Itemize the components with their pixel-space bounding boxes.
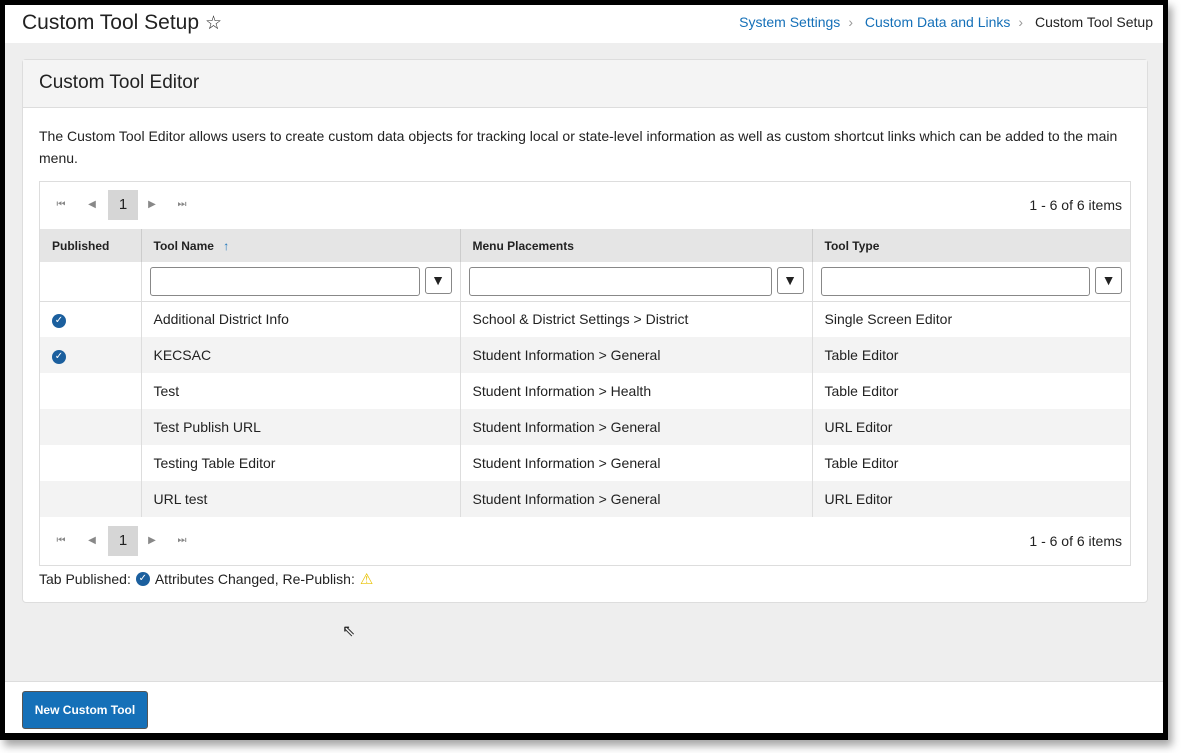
card-description: The Custom Tool Editor allows users to c… xyxy=(39,128,1118,166)
custom-tool-editor-card: Custom Tool Editor The Custom Tool Edito… xyxy=(22,59,1148,603)
breadcrumb-current: Custom Tool Setup xyxy=(1034,14,1153,30)
menu-placement-cell: School & District Settings > District xyxy=(460,301,813,337)
menu-filter-input[interactable] xyxy=(468,266,772,296)
published-cell xyxy=(40,373,142,409)
breadcrumb: System Settings › Custom Data and Links › … xyxy=(739,14,1153,30)
warning-icon: ⚠ xyxy=(359,571,374,588)
mouse-cursor-icon: ⇖ xyxy=(342,623,356,640)
table-row[interactable]: Test Student Information > Health Table … xyxy=(40,373,1130,409)
published-check-icon: ✓ xyxy=(135,572,150,586)
published-cell: ✓ xyxy=(40,301,142,337)
prev-page-icon[interactable]: ◀ xyxy=(88,535,96,546)
table-row[interactable]: ✓ Additional District Info School & Dist… xyxy=(40,301,1130,337)
tool-name-cell[interactable]: KECSAC xyxy=(141,337,461,373)
tool-name-cell[interactable]: Test Publish URL xyxy=(141,409,461,445)
filter-icon[interactable]: ▼ xyxy=(1095,266,1122,294)
published-check-icon: ✓ xyxy=(52,314,66,329)
chevron-right-icon: › xyxy=(848,14,853,30)
tool-name-cell[interactable]: Test xyxy=(141,373,461,409)
tool-type-cell: URL Editor xyxy=(812,409,1130,445)
col-tool-type[interactable]: Tool Type xyxy=(812,229,1130,262)
breadcrumb-custom-data[interactable]: Custom Data and Links xyxy=(864,14,1011,30)
tool-type-cell: URL Editor xyxy=(812,481,1130,517)
page-title: Custom Tool Setup xyxy=(22,11,200,34)
filter-icon[interactable]: ▼ xyxy=(424,266,452,294)
table-row[interactable]: URL test Student Information > General U… xyxy=(40,481,1130,517)
table-row[interactable]: Test Publish URL Student Information > G… xyxy=(40,409,1130,445)
table-row[interactable]: Testing Table Editor Student Information… xyxy=(40,445,1130,481)
card-title: Custom Tool Editor xyxy=(23,60,1147,108)
type-filter-input[interactable] xyxy=(820,266,1090,296)
menu-placement-cell: Student Information > General xyxy=(460,337,813,373)
col-menu-placements[interactable]: Menu Placements xyxy=(460,229,813,262)
published-cell: ✓ xyxy=(40,337,142,373)
menu-placement-cell: Student Information > General xyxy=(460,409,813,445)
tool-type-cell: Table Editor xyxy=(824,455,899,471)
tool-name-cell[interactable]: Testing Table Editor xyxy=(141,445,461,481)
item-count: 1 - 6 of 6 items xyxy=(1029,533,1122,549)
tool-name-cell[interactable]: Additional District Info xyxy=(141,301,461,337)
filter-icon[interactable]: ▼ xyxy=(776,266,804,294)
last-page-icon[interactable]: ⏭ xyxy=(177,535,187,546)
item-count: 1 - 6 of 6 items xyxy=(1029,197,1122,213)
menu-placement-cell: Student Information > General xyxy=(460,481,813,517)
tool-type-cell: Table Editor xyxy=(812,337,1130,373)
pager-bottom: ⏮ ◀ 1 ▶ ⏭ 1 - 6 of 6 items xyxy=(40,518,1130,565)
menu-placement-cell: Student Information > Health xyxy=(460,373,813,409)
col-tool-name[interactable]: Tool Name ↑ xyxy=(141,229,461,262)
footer-bar: New Custom Tool xyxy=(5,681,1163,733)
new-custom-tool-button[interactable]: New Custom Tool xyxy=(22,691,148,729)
star-icon[interactable]: ☆ xyxy=(205,13,223,34)
chevron-right-icon: › xyxy=(1018,14,1024,30)
next-page-icon[interactable]: ▶ xyxy=(148,199,156,210)
tool-name-cell[interactable]: URL test xyxy=(141,481,461,517)
page-1-button[interactable]: 1 xyxy=(108,526,138,556)
menu-placement-cell: Student Information > General xyxy=(460,445,813,481)
tools-grid: ⏮ ◀ 1 ▶ ⏭ 1 - 6 of 6 items Published Too… xyxy=(39,181,1131,566)
tool-type-cell: Single Screen Editor xyxy=(824,311,953,328)
tool-type-cell: Table Editor xyxy=(824,383,899,399)
breadcrumb-system-settings[interactable]: System Settings xyxy=(739,14,841,30)
published-cell xyxy=(40,445,142,481)
legend: Tab Published: ✓ Attributes Changed, Re-P… xyxy=(39,571,374,588)
last-page-icon[interactable]: ⏭ xyxy=(177,199,187,210)
published-cell xyxy=(40,409,142,445)
first-page-icon[interactable]: ⏮ xyxy=(56,535,66,546)
col-published[interactable]: Published xyxy=(40,229,142,262)
first-page-icon[interactable]: ⏮ xyxy=(56,199,66,210)
page-1-button[interactable]: 1 xyxy=(108,190,138,220)
page-header: Custom Tool Setup ☆ System Settings › Cust… xyxy=(5,5,1163,43)
published-cell xyxy=(40,481,142,517)
prev-page-icon[interactable]: ◀ xyxy=(88,199,96,210)
sort-asc-icon: ↑ xyxy=(223,238,230,253)
table-row[interactable]: ✓ KECSAC Student Information > General T… xyxy=(40,337,1130,373)
published-check-icon: ✓ xyxy=(52,350,66,364)
next-page-icon[interactable]: ▶ xyxy=(148,535,156,546)
tool-name-filter-input[interactable] xyxy=(149,266,420,296)
pager-top: ⏮ ◀ 1 ▶ ⏭ 1 - 6 of 6 items xyxy=(40,182,1130,229)
